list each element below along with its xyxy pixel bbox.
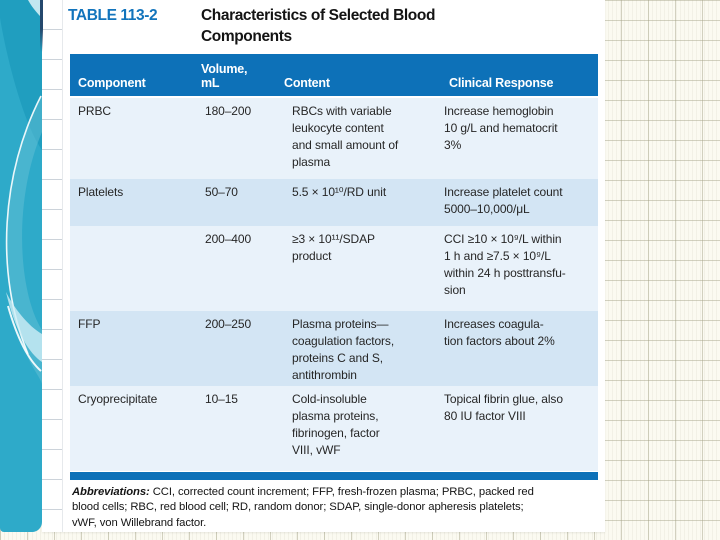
cell-content: ≥3 × 10¹¹/SDAP product — [292, 232, 375, 263]
cell-clinical-response: Topical fibrin glue, also 80 IU factor V… — [444, 392, 563, 423]
cell-volume: 180–200 — [205, 104, 252, 118]
cell-clinical-response: Increase hemoglobin 10 g/L and hematocri… — [444, 104, 558, 152]
table-title: TABLE 113-2 Characteristics of Selected … — [68, 5, 435, 47]
abbreviations-label: Abbreviations: — [72, 486, 150, 498]
cell-content: 5.5 × 10¹⁰/RD unit — [292, 185, 387, 199]
cell-volume: 200–250 — [205, 317, 252, 331]
table-row: Cryoprecipitate 10–15 Cold-insoluble pla… — [70, 386, 598, 471]
decorative-sidebar — [0, 0, 42, 532]
cell-clinical-response: Increase platelet count 5000–10,000/μL — [444, 185, 563, 216]
cell-clinical-response: Increases coagula- tion factors about 2% — [444, 317, 555, 348]
accent-line — [40, 0, 43, 52]
cell-component — [70, 226, 197, 311]
cell-content: Cold-insoluble plasma proteins, fibrinog… — [292, 392, 380, 457]
abbreviations-footnote: Abbreviations: CCI, corrected count incr… — [72, 485, 592, 531]
header-component: Component — [78, 76, 146, 90]
table-number-label: TABLE 113-2 — [68, 7, 158, 24]
cell-component: Platelets — [78, 185, 124, 199]
cell-content: Plasma proteins— coagulation factors, pr… — [292, 317, 395, 382]
table-row: Platelets 50–70 5.5 × 10¹⁰/RD unit Incre… — [70, 179, 598, 226]
abbreviations-text: CCI, corrected count increment; FFP, fre… — [72, 486, 534, 529]
cell-component: Cryoprecipitate — [78, 392, 158, 406]
notebook-ruled-margin — [42, 0, 63, 532]
blood-components-table: Component Volume, mL Content Clinical Re… — [70, 54, 598, 480]
cell-component: PRBC — [78, 104, 111, 118]
table-row: FFP 200–250 Plasma proteins— coagulation… — [70, 311, 598, 386]
decorative-swirls-graphic — [0, 0, 42, 532]
table-title-text: Characteristics of Selected Blood Compon… — [201, 7, 436, 45]
header-volume: Volume, mL — [201, 62, 248, 90]
cell-clinical-response: CCI ≥10 × 10⁹/L within 1 h and ≥7.5 × 10… — [444, 232, 566, 297]
cell-volume: 10–15 — [205, 392, 238, 406]
header-content: Content — [284, 76, 330, 90]
table-bottom-rule — [70, 471, 598, 480]
cell-content: RBCs with variable leukocyte content and… — [292, 104, 399, 169]
table-row: 200–400 ≥3 × 10¹¹/SDAP product CCI ≥10 ×… — [70, 226, 598, 311]
cell-volume: 200–400 — [205, 232, 252, 246]
table-header-row: Component Volume, mL Content Clinical Re… — [70, 54, 598, 98]
cell-volume: 50–70 — [205, 185, 238, 199]
header-clinical-response: Clinical Response — [449, 76, 554, 90]
table-row: PRBC 180–200 RBCs with variable leukocyt… — [70, 98, 598, 179]
cell-component: FFP — [78, 317, 101, 331]
